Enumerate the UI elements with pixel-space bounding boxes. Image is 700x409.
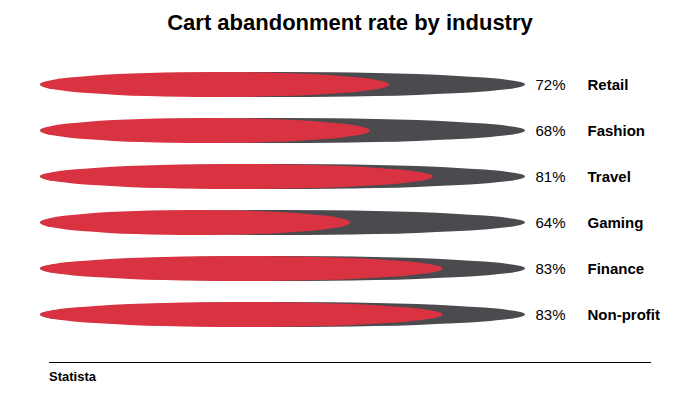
svg-text:83%: 83% (536, 260, 566, 277)
svg-text:83%: 83% (536, 306, 566, 323)
svg-text:Non-profit: Non-profit (588, 306, 660, 323)
html-text:Cart abandonment rate by indus: Cart abandonment rate by industry (167, 10, 533, 35)
svg-text:Fashion: Fashion (588, 122, 646, 139)
svg-text:Gaming: Gaming (588, 214, 644, 231)
svg-text:72%: 72% (536, 76, 566, 93)
html-text:Statista: Statista (49, 369, 96, 384)
svg-text:68%: 68% (536, 122, 566, 139)
svg-text:Travel: Travel (588, 168, 631, 185)
svg-text:64%: 64% (536, 214, 566, 231)
svg-text:81%: 81% (536, 168, 566, 185)
svg-text:Retail: Retail (588, 76, 629, 93)
svg-text:Finance: Finance (588, 260, 645, 277)
